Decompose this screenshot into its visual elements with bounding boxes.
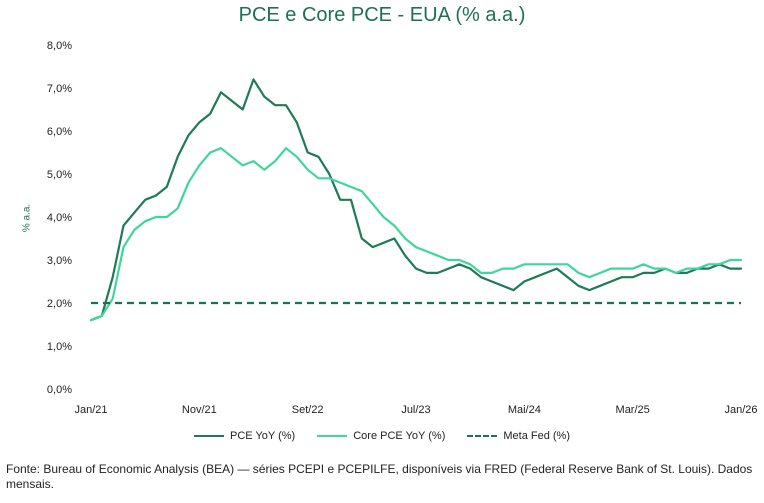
source-note: Fonte: Bureau of Economic Analysis (BEA)… (6, 462, 753, 491)
chart-title: PCE e Core PCE - EUA (% a.a.) (238, 4, 526, 26)
legend-label-core: Core PCE YoY (%) (353, 430, 446, 442)
y-tick-label: 0,0% (47, 384, 72, 396)
legend-label-meta: Meta Fed (%) (503, 430, 570, 442)
series-line-pce (89, 78, 743, 322)
series-line-core-pce (89, 147, 743, 322)
chart-legend: PCE YoY (%) Core PCE YoY (%) Meta Fed (%… (0, 430, 764, 442)
legend-label-pce: PCE YoY (%) (230, 430, 296, 442)
y-tick-label: 3,0% (47, 255, 72, 267)
legend-swatch-pce (194, 435, 224, 437)
legend-item-core: Core PCE YoY (%) (317, 430, 445, 442)
x-tick-label: Jan/26 (724, 404, 757, 416)
x-axis-ticks: Jan/21 Nov/21 Set/22 Jul/23 Mai/24 Mar/25 Jan/… (74, 404, 757, 416)
y-tick-label: 8,0% (47, 40, 72, 52)
chart-series (89, 78, 743, 322)
legend-swatch-meta (467, 435, 498, 437)
x-tick-label: Jan/21 (74, 404, 107, 416)
x-tick-label: Set/22 (292, 404, 324, 416)
y-tick-label: 6,0% (47, 126, 72, 138)
y-axis-ticks: 0,0% 1,0% 2,0% 3,0% 4,0% 5,0% 6,0% 7,0% 8,0% (47, 40, 72, 396)
line-chart: 0,0% 1,0% 2,0% 3,0% 4,0% 5,0% 6,0% 7,0% 8,0% Jan… (47, 40, 758, 416)
y-tick-label: 7,0% (47, 83, 72, 95)
x-tick-label: Mai/24 (508, 404, 541, 416)
y-tick-label: 2,0% (47, 298, 72, 310)
y-tick-label: 4,0% (47, 212, 72, 224)
x-tick-label: Nov/21 (182, 404, 217, 416)
x-tick-label: Mar/25 (616, 404, 650, 416)
legend-swatch-core (317, 435, 348, 437)
y-tick-label: 5,0% (47, 169, 72, 181)
legend-item-pce: PCE YoY (%) (194, 430, 295, 442)
legend-item-meta: Meta Fed (%) (467, 430, 570, 442)
y-tick-label: 1,0% (47, 341, 72, 353)
x-tick-label: Jul/23 (401, 404, 430, 416)
